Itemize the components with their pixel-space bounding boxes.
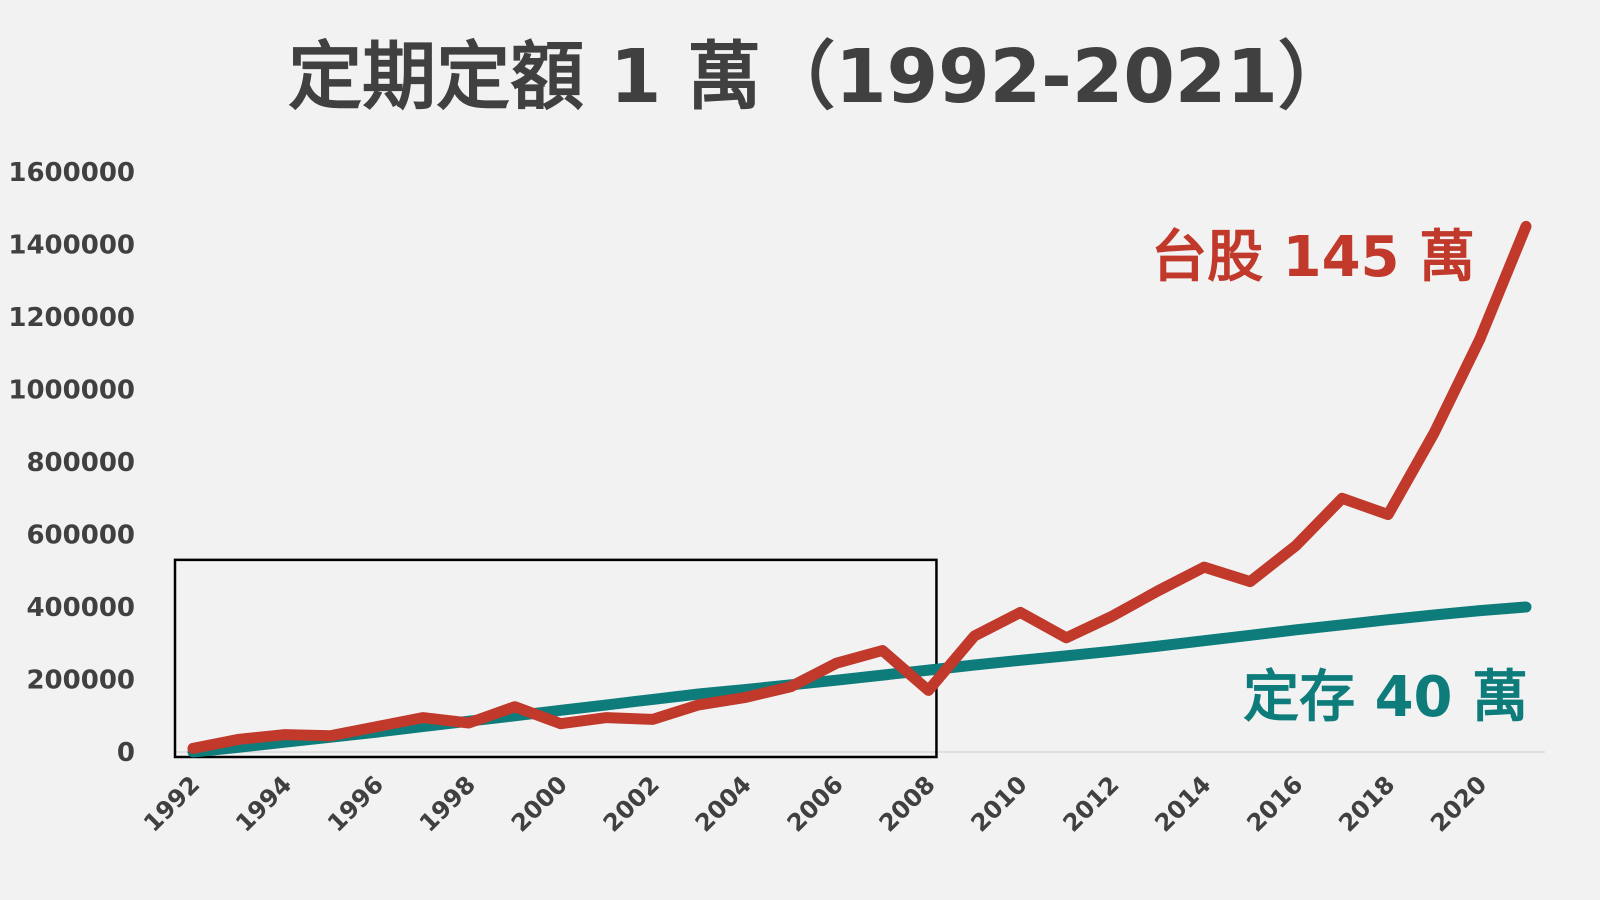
annotation-taiwan-stock: 台股 145 萬: [1151, 225, 1475, 290]
x-tick-label: 1992: [138, 770, 205, 837]
x-tick-label: 2002: [598, 770, 665, 837]
y-axis-ticks: 0 200000 400000 600000 800000 1000000 1200000 1…: [8, 158, 135, 768]
x-tick-label: 1994: [230, 770, 297, 837]
x-tick-label: 2006: [782, 770, 849, 837]
x-tick-label: 1998: [414, 770, 481, 837]
series-line-taiwan-stock: [187, 220, 1532, 754]
series-line-fixed-deposit: [187, 601, 1532, 758]
y-tick-label: 1000000: [8, 376, 135, 406]
chart-title: 定期定額 1 萬（1992-2021）: [288, 34, 1352, 120]
y-tick-label: 400000: [26, 593, 135, 623]
x-tick-label: 2020: [1425, 770, 1492, 837]
x-tick-label: 1996: [322, 770, 389, 837]
x-tick-label: 2016: [1241, 770, 1308, 837]
y-tick-label: 0: [117, 738, 135, 768]
x-tick-label: 2008: [874, 770, 941, 837]
y-tick-label: 600000: [26, 521, 135, 551]
annotation-fixed-deposit: 定存 40 萬: [1243, 665, 1528, 730]
x-tick-label: 2004: [690, 770, 757, 837]
x-tick-label: 2012: [1058, 770, 1125, 837]
y-tick-label: 1400000: [8, 231, 135, 261]
highlight-box: [173, 558, 938, 759]
y-tick-label: 1600000: [8, 158, 135, 188]
x-tick-label: 2000: [506, 770, 573, 837]
x-tick-label: 2018: [1333, 770, 1400, 837]
y-tick-label: 200000: [26, 666, 135, 696]
x-tick-label: 2010: [966, 770, 1033, 837]
x-tick-label: 2014: [1149, 770, 1216, 837]
y-tick-label: 800000: [26, 448, 135, 478]
x-axis-ticks: 1992 1994 1996 1998 2000 2002 2004 2006 2008 2010…: [138, 770, 1492, 837]
y-tick-label: 1200000: [8, 303, 135, 333]
series-layer: [187, 220, 1532, 758]
